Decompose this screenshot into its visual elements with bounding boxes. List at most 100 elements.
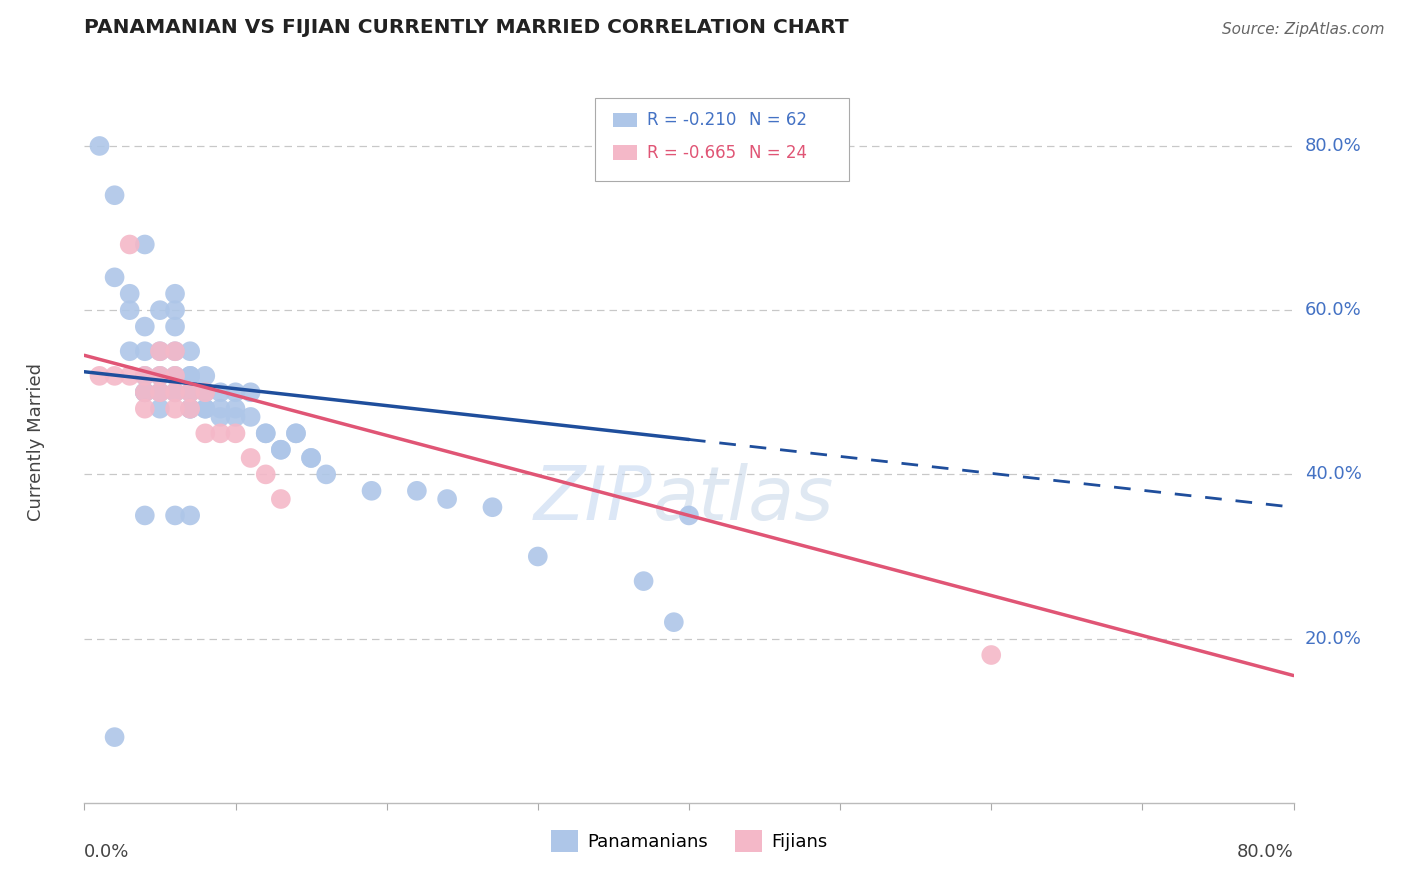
Text: N = 62: N = 62 — [749, 111, 807, 129]
Point — [89, 368, 111, 383]
Point — [436, 491, 458, 506]
FancyBboxPatch shape — [613, 145, 637, 160]
Point — [149, 303, 172, 318]
Point — [165, 508, 187, 523]
Point — [104, 368, 127, 383]
Point — [104, 270, 127, 285]
Text: PANAMANIAN VS FIJIAN CURRENTLY MARRIED CORRELATION CHART: PANAMANIAN VS FIJIAN CURRENTLY MARRIED C… — [84, 18, 849, 37]
Point — [165, 344, 187, 359]
Point — [149, 368, 172, 383]
Point — [134, 368, 156, 383]
Text: 40.0%: 40.0% — [1305, 466, 1361, 483]
Point — [299, 450, 322, 465]
Point — [527, 549, 550, 564]
Point — [678, 508, 700, 523]
Point — [165, 385, 187, 400]
Point — [104, 730, 127, 744]
Point — [165, 303, 187, 318]
Point — [194, 385, 217, 400]
Text: N = 24: N = 24 — [749, 144, 807, 161]
Point — [134, 385, 156, 400]
Point — [481, 500, 503, 515]
Point — [179, 385, 201, 400]
Point — [149, 385, 172, 400]
Text: atlas: atlas — [652, 463, 834, 535]
Point — [165, 385, 187, 400]
Point — [104, 188, 127, 202]
Point — [179, 508, 201, 523]
Point — [194, 385, 217, 400]
Point — [633, 574, 655, 588]
Legend: Panamanians, Fijians: Panamanians, Fijians — [544, 822, 834, 859]
Point — [89, 139, 111, 153]
Point — [134, 385, 156, 400]
Point — [179, 401, 201, 416]
Point — [209, 426, 232, 441]
Point — [225, 385, 247, 400]
Point — [165, 319, 187, 334]
Point — [254, 426, 277, 441]
Point — [118, 303, 141, 318]
Point — [179, 401, 201, 416]
FancyBboxPatch shape — [613, 112, 637, 128]
Point — [194, 368, 217, 383]
Point — [270, 442, 292, 457]
Point — [194, 401, 217, 416]
Point — [118, 237, 141, 252]
Point — [299, 450, 322, 465]
Point — [225, 401, 247, 416]
Point — [209, 385, 232, 400]
Point — [225, 409, 247, 424]
Point — [179, 385, 201, 400]
Point — [118, 344, 141, 359]
Point — [662, 615, 685, 630]
Point — [118, 286, 141, 301]
Point — [134, 508, 156, 523]
Point — [980, 648, 1002, 662]
Text: 20.0%: 20.0% — [1305, 630, 1361, 648]
Point — [165, 344, 187, 359]
Point — [285, 426, 308, 441]
Point — [254, 467, 277, 482]
Text: ZIP: ZIP — [534, 463, 652, 535]
Text: 0.0%: 0.0% — [84, 843, 129, 861]
Point — [239, 450, 262, 465]
Text: 80.0%: 80.0% — [1305, 137, 1361, 155]
Point — [254, 426, 277, 441]
Point — [179, 368, 201, 383]
Point — [270, 442, 292, 457]
FancyBboxPatch shape — [595, 98, 849, 181]
Point — [360, 483, 382, 498]
Text: R = -0.665: R = -0.665 — [647, 144, 735, 161]
Point — [209, 409, 232, 424]
Text: R = -0.210: R = -0.210 — [647, 111, 735, 129]
Point — [134, 401, 156, 416]
Point — [406, 483, 429, 498]
Point — [149, 344, 172, 359]
Point — [270, 491, 292, 506]
Point — [165, 286, 187, 301]
Point — [179, 368, 201, 383]
Point — [239, 385, 262, 400]
Point — [285, 426, 308, 441]
Point — [149, 385, 172, 400]
Point — [134, 344, 156, 359]
Text: 60.0%: 60.0% — [1305, 301, 1361, 319]
Point — [194, 401, 217, 416]
Point — [149, 344, 172, 359]
Point — [134, 319, 156, 334]
Point — [165, 401, 187, 416]
Point — [165, 368, 187, 383]
Point — [118, 368, 141, 383]
Point — [179, 344, 201, 359]
Point — [315, 467, 337, 482]
Point — [225, 426, 247, 441]
Point — [209, 401, 232, 416]
Point — [134, 368, 156, 383]
Text: 80.0%: 80.0% — [1237, 843, 1294, 861]
Point — [149, 368, 172, 383]
Point — [179, 401, 201, 416]
Point — [134, 385, 156, 400]
Text: Currently Married: Currently Married — [27, 362, 45, 521]
Point — [165, 368, 187, 383]
